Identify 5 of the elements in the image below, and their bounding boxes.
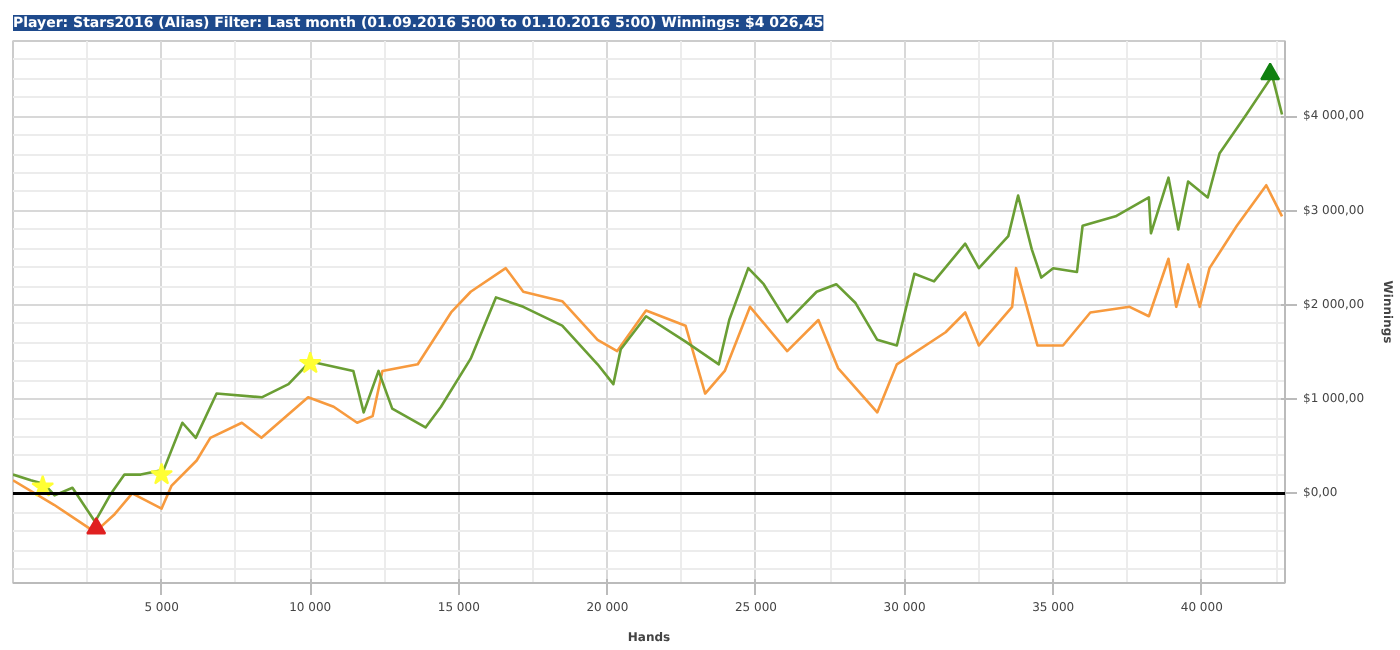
point <box>298 351 322 374</box>
point <box>150 462 174 485</box>
point <box>86 516 107 535</box>
point <box>1260 62 1281 81</box>
line-series <box>13 183 1284 534</box>
